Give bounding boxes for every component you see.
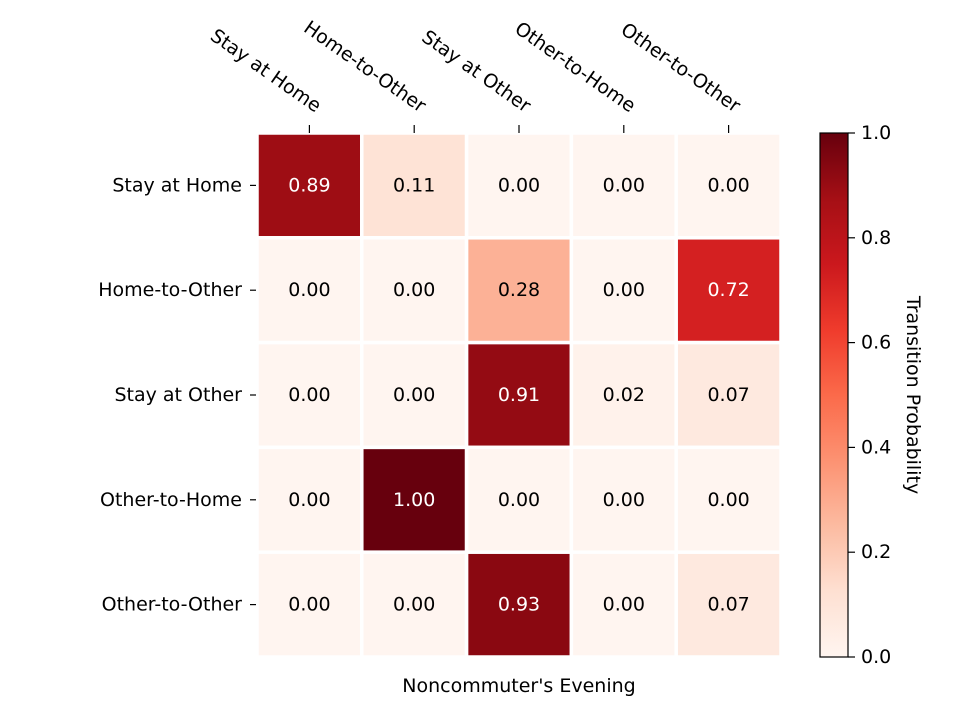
- cell-value-label: 0.00: [603, 489, 645, 511]
- heatmap-cell: [255, 445, 364, 554]
- cell-value-label: 0.00: [603, 279, 645, 301]
- colorbar-gradient: [820, 133, 848, 657]
- cell-value-label: 0.91: [498, 384, 540, 406]
- colorbar-frame: [819, 132, 849, 658]
- heatmap-cell: [464, 236, 574, 345]
- heatmap-cell: [360, 340, 469, 450]
- cell-value-label: 0.00: [288, 594, 330, 616]
- heatmap-cell: [464, 550, 574, 659]
- cell-value-label: 0.00: [393, 279, 435, 301]
- cell-value-label: 0.00: [603, 174, 645, 196]
- heatmap-cell: [569, 445, 678, 554]
- x-axis-title: Noncommuter's Evening: [402, 675, 635, 697]
- cell-value-label: 0.00: [707, 174, 749, 196]
- heatmap-cell: [255, 550, 364, 659]
- cell-value-label: 0.11: [393, 174, 435, 196]
- cell-value-labels: 0.89 0.11 0.00 0.00 0.00 0.00 0.00 0.28 0.00 0.72…: [288, 174, 750, 615]
- heatmap-cell: [360, 445, 469, 554]
- cell-value-label: 0.89: [288, 174, 330, 196]
- cell-value-label: 0.00: [288, 384, 330, 406]
- heatmap-cell: [674, 445, 783, 554]
- cell-value-label: 0.00: [603, 594, 645, 616]
- colorbar-tick-label: 0.2: [861, 541, 891, 563]
- cell-value-label: 0.07: [707, 384, 749, 406]
- heatmap-cell: [569, 340, 678, 450]
- cell-value-label: 0.93: [498, 594, 540, 616]
- cell-value-label: 0.00: [393, 594, 435, 616]
- cell-value-label: 0.72: [707, 279, 749, 301]
- y-tick-label: Other-to-Home: [100, 489, 242, 511]
- colorbar-tick-label: 0.6: [861, 332, 891, 354]
- heatmap-cell: [674, 236, 783, 345]
- cell-value-label: 0.00: [498, 174, 540, 196]
- cell-value-label: 0.28: [498, 279, 540, 301]
- colorbar: 0.0 0.2 0.4 0.6 0.8 1.0 Transition Probabilit…: [819, 122, 924, 668]
- colorbar-tick-label: 1.0: [861, 122, 891, 144]
- colorbar-ticks: 0.0 0.2 0.4 0.6 0.8 1.0: [848, 122, 891, 668]
- colorbar-tick-label: 0.4: [861, 436, 891, 458]
- colorbar-tick-label: 0.0: [861, 646, 891, 668]
- y-axis: Stay at Home Home-to-Other Stay at Other Ot…: [98, 174, 256, 616]
- cell-value-label: 0.00: [393, 384, 435, 406]
- heatmap-cell: [360, 550, 469, 659]
- cell-value-label: 0.00: [288, 279, 330, 301]
- cell-value-label: 0.00: [498, 489, 540, 511]
- cell-value-label: 0.00: [707, 489, 749, 511]
- y-tick-label: Other-to-Other: [102, 594, 243, 616]
- cell-value-label: 0.07: [707, 594, 749, 616]
- cell-value-label: 0.00: [288, 489, 330, 511]
- y-tick-label: Home-to-Other: [98, 279, 242, 301]
- colorbar-tick-label: 0.8: [861, 227, 891, 249]
- colorbar-label: Transition Probability: [902, 295, 924, 494]
- cell-value-label: 0.02: [603, 384, 645, 406]
- heatmap-cell: [255, 131, 364, 240]
- y-tick-label: Stay at Home: [112, 174, 242, 196]
- cell-value-label: 1.00: [393, 489, 435, 511]
- heatmap-cell: [674, 550, 783, 659]
- heatmap-cell: [255, 236, 364, 345]
- y-tick-label: Stay at Other: [114, 384, 242, 406]
